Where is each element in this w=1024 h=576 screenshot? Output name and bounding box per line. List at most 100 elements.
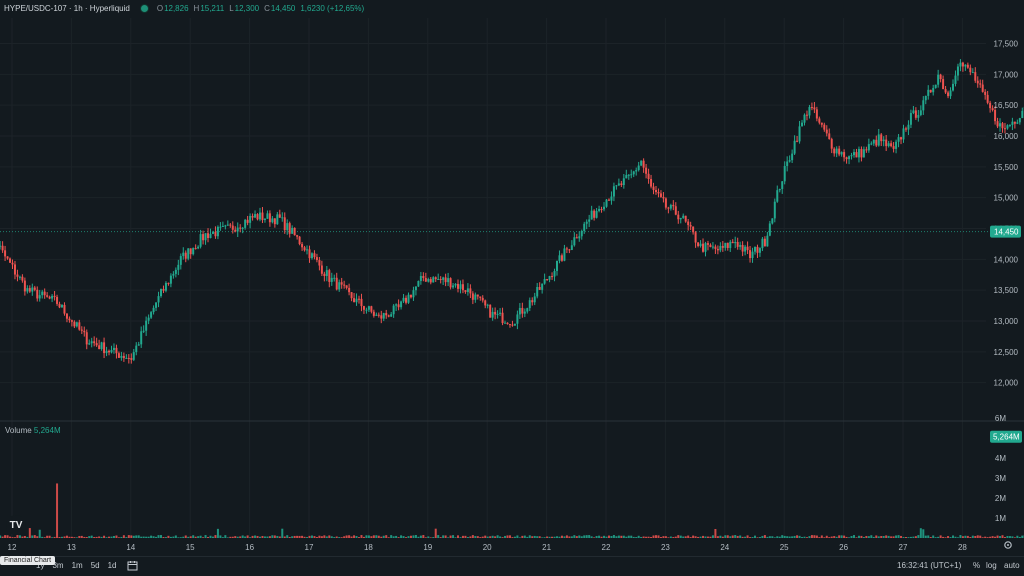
candle-body [63,305,65,314]
candle-body [353,298,355,302]
candle-body [546,279,548,280]
volume-bar [224,535,226,538]
candle-body [239,228,241,229]
candle-body [447,278,449,282]
volume-legend[interactable]: Volume 5,264M [5,426,61,435]
candle-body [697,243,699,247]
volume-bar [358,537,360,538]
volume-bar [784,536,786,538]
volume-bar [388,537,390,538]
clock-display[interactable]: 16:32:41 (UTC+1) [897,561,961,570]
log-toggle[interactable]: log [986,561,997,570]
candle-body [432,277,434,282]
volume-bar [316,537,318,538]
candle-body [155,302,157,307]
candle-body [707,243,709,245]
volume-bar [0,535,1,538]
price-tick-label: 17,500 [994,40,1019,49]
percent-toggle[interactable]: % [973,561,980,570]
volume-bar [229,537,231,538]
candle-body [915,110,917,117]
candle-body [343,285,345,286]
volume-bar [200,536,202,538]
time-tick-label: 23 [661,543,670,552]
candle-body [727,243,729,248]
candle-body [368,306,370,310]
auto-toggle[interactable]: auto [1004,561,1020,570]
price-tick-label: 15,000 [994,194,1019,203]
candle-body [670,205,672,209]
volume-bar [608,536,610,538]
tradingview-logo-icon[interactable]: TV [6,515,26,535]
candle-body [120,356,122,358]
candle-body [744,247,746,252]
candle-body [531,300,533,302]
volume-bar [504,536,506,538]
volume-bar [974,536,976,538]
volume-bar [563,536,565,538]
candle-body [536,287,538,296]
volume-bar [509,535,511,538]
candle-body [625,175,627,178]
candle-body [947,92,949,96]
volume-bar [4,535,6,538]
volume-bar [940,535,942,538]
volume-bar [417,537,419,538]
volume-bar [695,536,697,538]
range-1m[interactable]: 1m [72,561,83,570]
volume-bar [125,537,127,538]
candle-body [437,279,439,280]
candle-body [945,89,947,92]
volume-bar [63,536,65,538]
time-tick-label: 20 [483,543,492,552]
volume-bar [875,535,877,538]
range-1d[interactable]: 1d [108,561,117,570]
candle-body [207,233,209,238]
candle-body [445,277,447,282]
symbol-title[interactable]: HYPE/USDC-107 · 1h · Hyperliquid [4,4,130,13]
candle-body [373,312,375,316]
candle-body [113,348,115,350]
gear-icon[interactable] [1003,540,1013,550]
candle-body [635,170,637,171]
candle-body [378,315,380,316]
volume-bar [39,530,41,538]
candle-body [133,352,135,360]
candle-body [571,245,573,250]
volume-bar [568,536,570,538]
volume-bar [863,537,865,538]
time-tick-label: 13 [67,543,76,552]
volume-bar [1014,537,1016,538]
candle-body [994,110,996,121]
candle-body [860,149,862,157]
time-tick-label: 16 [245,543,254,552]
candle-body [769,223,771,235]
candle-body [544,279,546,284]
candle-body [813,107,815,109]
candle-body [180,256,182,265]
volume-bar [588,535,590,538]
candle-body [440,279,442,280]
candle-body [690,225,692,226]
candle-body [450,278,452,287]
volume-bar [432,537,434,538]
volume-bar [86,537,88,538]
volume-bar [1021,536,1023,538]
volume-bar [920,528,922,538]
volume-bar [794,536,796,538]
candle-body [806,115,808,116]
candle-body [526,308,528,311]
calendar-icon[interactable] [127,560,138,571]
candle-body [608,200,610,201]
candle-body [853,152,855,155]
range-5d[interactable]: 5d [91,561,100,570]
candle-body [195,248,197,249]
volume-bar [24,536,26,538]
candle-body [39,295,41,298]
volume-bar [309,536,311,538]
volume-bar [26,537,28,538]
volume-bar [984,537,986,538]
volume-bar [16,535,18,538]
candle-body [427,279,429,282]
